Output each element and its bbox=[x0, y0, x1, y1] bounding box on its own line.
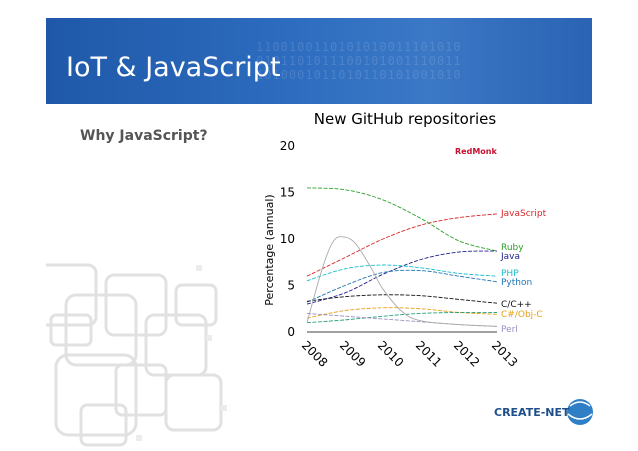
series-label: Java bbox=[500, 252, 520, 262]
series-label: C#/Obj-C bbox=[501, 310, 543, 320]
slide-subtitle: Why JavaScript? bbox=[80, 128, 208, 144]
x-tick-label: 2013 bbox=[489, 338, 520, 369]
series-label: Ruby bbox=[501, 243, 524, 253]
series-line bbox=[306, 312, 498, 327]
banner-binary-pattern: 1100100110101010011101010 01011010111001… bbox=[256, 40, 462, 82]
y-tick-label: 10 bbox=[280, 232, 295, 246]
series-label: JavaScript bbox=[500, 209, 547, 219]
logo-text: CREATE-NET bbox=[494, 406, 570, 419]
x-tick-label: 2010 bbox=[375, 338, 406, 369]
series-line bbox=[306, 213, 498, 277]
circuit-decoration bbox=[46, 263, 227, 447]
series-line bbox=[306, 264, 498, 282]
x-tick-label: 2012 bbox=[451, 338, 482, 369]
series-label: Perl bbox=[501, 325, 518, 335]
series-line bbox=[306, 236, 498, 327]
y-tick-label: 0 bbox=[287, 325, 295, 339]
chart-canvas: 0 5 10 15 20 2008 2009 2010 2011 2012 2013 JavaScri… bbox=[263, 139, 547, 370]
chart-title: New GitHub repositories bbox=[313, 110, 497, 128]
series-line bbox=[306, 307, 498, 319]
x-tick-label: 2008 bbox=[299, 338, 330, 369]
x-tick-label: 2011 bbox=[413, 338, 444, 369]
y-axis-label: Percentage (annual) bbox=[263, 194, 276, 305]
series-line bbox=[306, 187, 498, 252]
series-line bbox=[306, 294, 498, 304]
slide-title: IoT & JavaScript bbox=[66, 52, 281, 83]
title-banner: 1100100110101010011101010 01011010111001… bbox=[46, 18, 592, 104]
series-label: PHP bbox=[501, 269, 519, 279]
create-net-logo: CREATE-NET bbox=[494, 399, 593, 425]
chart: 0 5 10 15 20 2008 2009 2010 2011 2012 2013 JavaScri… bbox=[255, 108, 555, 388]
y-tick-label: 15 bbox=[280, 186, 295, 200]
y-tick-label: 5 bbox=[287, 279, 295, 293]
redmonk-brand: RedMonk bbox=[455, 147, 497, 156]
series-label: C/C++ bbox=[501, 300, 532, 310]
series-line bbox=[306, 269, 498, 303]
series-label: Python bbox=[501, 278, 532, 288]
x-tick-label: 2009 bbox=[337, 338, 368, 369]
series-line bbox=[306, 311, 498, 324]
y-tick-label: 20 bbox=[280, 139, 295, 153]
